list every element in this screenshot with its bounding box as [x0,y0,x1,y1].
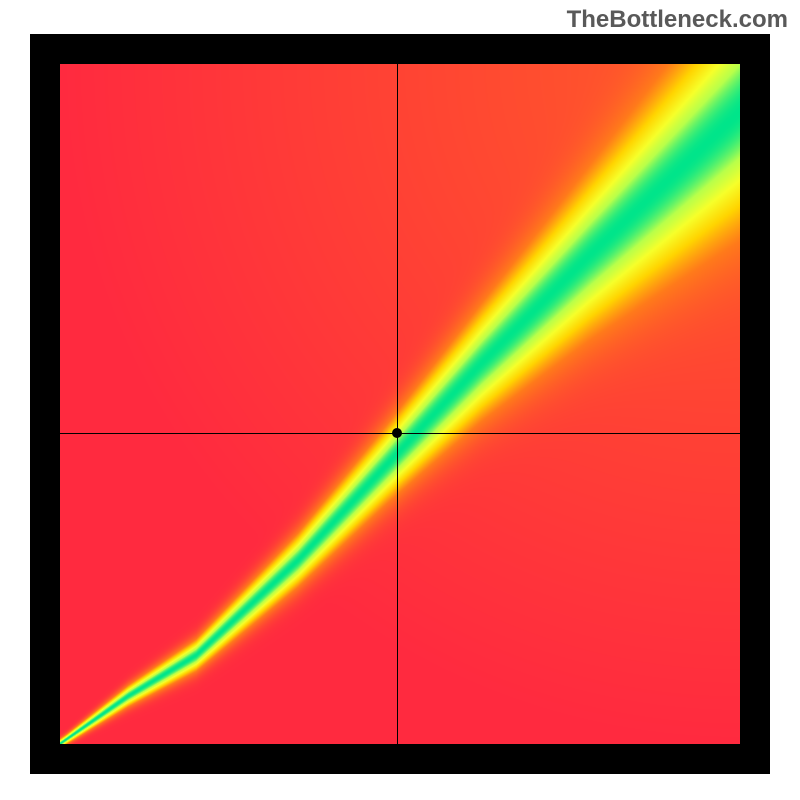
crosshair-vertical [397,64,398,744]
heatmap-canvas [30,34,770,774]
watermark: TheBottleneck.com [567,6,788,34]
crosshair-dot [392,428,402,438]
chart-plot [30,34,770,774]
chart-outer [0,34,800,800]
